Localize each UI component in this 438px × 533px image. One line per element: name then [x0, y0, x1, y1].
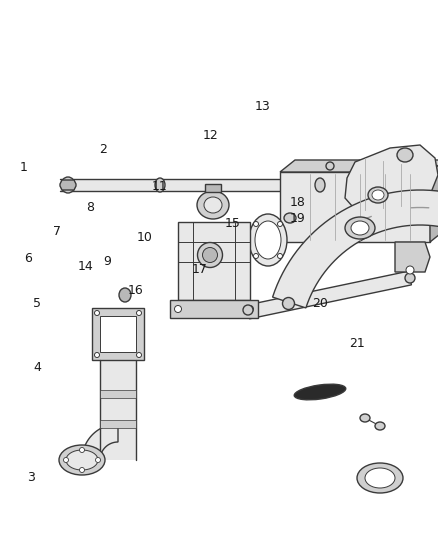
Ellipse shape	[405, 273, 415, 283]
Text: 20: 20	[312, 297, 328, 310]
Polygon shape	[395, 242, 430, 272]
Polygon shape	[100, 360, 136, 460]
Text: 2: 2	[99, 143, 107, 156]
Ellipse shape	[119, 288, 131, 302]
Ellipse shape	[345, 217, 375, 239]
Polygon shape	[92, 308, 144, 360]
Ellipse shape	[197, 191, 229, 219]
Ellipse shape	[59, 445, 105, 475]
Ellipse shape	[95, 311, 99, 316]
Ellipse shape	[278, 222, 283, 227]
Ellipse shape	[278, 254, 283, 259]
Ellipse shape	[243, 305, 253, 315]
Polygon shape	[178, 222, 250, 300]
Ellipse shape	[198, 243, 223, 268]
Text: 6: 6	[25, 252, 32, 265]
Polygon shape	[170, 300, 258, 318]
Text: 19: 19	[290, 212, 306, 225]
Polygon shape	[430, 160, 438, 242]
Text: 13: 13	[255, 100, 271, 113]
Polygon shape	[272, 190, 438, 308]
Ellipse shape	[372, 190, 384, 200]
Text: 12: 12	[202, 130, 218, 142]
Ellipse shape	[283, 297, 294, 310]
Text: 5: 5	[33, 297, 41, 310]
Polygon shape	[345, 145, 438, 218]
Text: 15: 15	[224, 217, 240, 230]
Ellipse shape	[365, 468, 395, 488]
Ellipse shape	[80, 448, 85, 453]
Ellipse shape	[357, 463, 403, 493]
Text: 8: 8	[86, 201, 94, 214]
Ellipse shape	[249, 214, 287, 266]
Text: 18: 18	[290, 196, 306, 209]
Polygon shape	[247, 271, 411, 319]
Ellipse shape	[284, 213, 296, 223]
Ellipse shape	[174, 305, 181, 312]
Polygon shape	[60, 179, 325, 191]
Ellipse shape	[80, 467, 85, 472]
Polygon shape	[280, 172, 430, 242]
Text: 4: 4	[33, 361, 41, 374]
Polygon shape	[100, 390, 136, 398]
Ellipse shape	[351, 221, 369, 235]
Text: 7: 7	[53, 225, 61, 238]
Ellipse shape	[95, 457, 100, 463]
Ellipse shape	[360, 414, 370, 422]
Ellipse shape	[137, 352, 141, 358]
Ellipse shape	[294, 384, 346, 400]
Ellipse shape	[155, 178, 165, 192]
Ellipse shape	[66, 450, 98, 470]
Ellipse shape	[137, 311, 141, 316]
Text: 9: 9	[103, 255, 111, 268]
Ellipse shape	[247, 305, 254, 312]
Text: 3: 3	[27, 471, 35, 483]
Ellipse shape	[406, 266, 414, 274]
Ellipse shape	[254, 254, 258, 259]
Ellipse shape	[255, 221, 281, 259]
Ellipse shape	[254, 222, 258, 227]
Ellipse shape	[204, 197, 222, 213]
Polygon shape	[205, 184, 221, 192]
Ellipse shape	[64, 457, 68, 463]
Ellipse shape	[397, 148, 413, 162]
Text: 11: 11	[152, 180, 168, 193]
Ellipse shape	[61, 177, 75, 193]
Polygon shape	[60, 180, 76, 190]
Polygon shape	[100, 316, 136, 352]
Ellipse shape	[95, 352, 99, 358]
Text: 1: 1	[20, 161, 28, 174]
Polygon shape	[100, 420, 136, 428]
Text: 10: 10	[137, 231, 152, 244]
Ellipse shape	[326, 162, 334, 170]
Text: 14: 14	[78, 260, 93, 273]
Polygon shape	[82, 424, 118, 460]
Ellipse shape	[202, 247, 218, 262]
Text: 17: 17	[191, 263, 207, 276]
Ellipse shape	[375, 422, 385, 430]
Ellipse shape	[315, 178, 325, 192]
Text: 21: 21	[349, 337, 365, 350]
Ellipse shape	[368, 187, 388, 203]
Polygon shape	[280, 160, 438, 172]
Text: 16: 16	[128, 284, 144, 297]
